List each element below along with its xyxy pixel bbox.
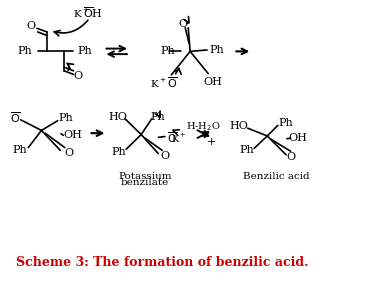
Text: Ph: Ph	[239, 145, 254, 155]
Text: K$^+$: K$^+$	[73, 7, 89, 20]
Text: Ph: Ph	[160, 46, 175, 56]
Text: OH: OH	[203, 77, 222, 87]
Text: Ph: Ph	[77, 46, 92, 56]
Text: benzilate: benzilate	[121, 178, 169, 187]
Text: O: O	[179, 19, 188, 29]
Text: OH: OH	[63, 130, 82, 140]
Text: K$^+$: K$^+$	[170, 132, 186, 145]
Text: Scheme 3: The formation of benzilic acid.: Scheme 3: The formation of benzilic acid…	[16, 256, 308, 269]
Text: Ph: Ph	[278, 119, 293, 128]
Text: OH: OH	[289, 133, 308, 143]
Text: K$^+$: K$^+$	[150, 77, 166, 90]
Text: Ph: Ph	[111, 147, 126, 157]
Text: $\overline{\rm O}$: $\overline{\rm O}$	[167, 130, 177, 145]
Text: HO: HO	[230, 121, 248, 131]
Text: $\overline{\rm O}$: $\overline{\rm O}$	[10, 111, 20, 125]
Text: Ph: Ph	[17, 46, 32, 56]
Text: O: O	[64, 148, 73, 158]
Text: O: O	[27, 22, 36, 31]
Text: Potassium: Potassium	[118, 172, 172, 181]
Text: $\overline{\rm O}$: $\overline{\rm O}$	[167, 75, 177, 90]
Text: $\overline{\rm O}$H: $\overline{\rm O}$H	[83, 5, 103, 20]
Text: HO: HO	[108, 112, 127, 121]
Text: Benzilic acid: Benzilic acid	[243, 172, 310, 181]
Text: +: +	[207, 137, 217, 147]
Text: O: O	[286, 152, 295, 162]
Text: H-H$_2$O: H-H$_2$O	[187, 120, 221, 133]
Text: Ph: Ph	[209, 45, 224, 55]
Text: O: O	[74, 71, 83, 81]
Text: O: O	[161, 151, 169, 161]
Text: Ph: Ph	[12, 145, 27, 155]
Text: Ph: Ph	[58, 113, 73, 123]
Text: Ph: Ph	[151, 112, 166, 121]
